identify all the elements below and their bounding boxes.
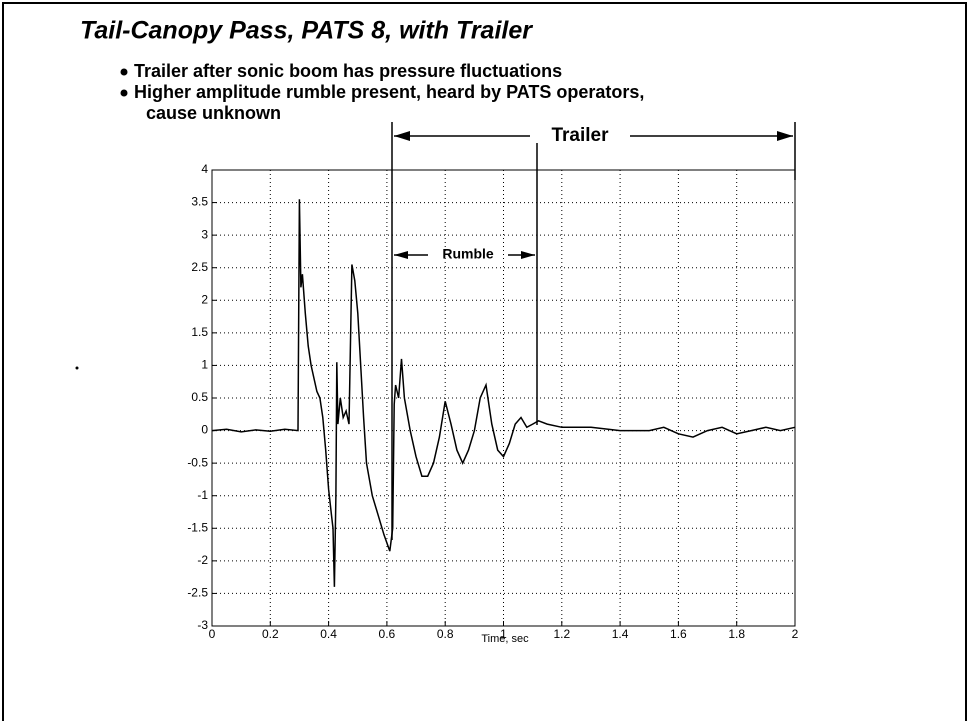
- y-tick-label: 3.5: [191, 195, 208, 209]
- x-tick-label: 0.6: [379, 627, 396, 641]
- speck: [75, 366, 79, 370]
- y-tick-label: -1.5: [187, 520, 208, 534]
- y-tick-label: 4: [201, 162, 208, 176]
- slide-title: Tail-Canopy Pass, PATS 8, with Trailer: [80, 17, 533, 45]
- x-axis-label: Time, sec: [481, 633, 529, 645]
- bullet-text: cause unknown: [146, 103, 281, 123]
- trailer-label: Trailer: [551, 125, 609, 146]
- signal-line: [211, 199, 796, 587]
- x-tick-label: 0.4: [320, 627, 337, 641]
- arrow-head: [394, 131, 410, 141]
- bullet-dot: [120, 89, 128, 97]
- y-tick-label: 1.5: [191, 325, 208, 339]
- x-tick-label: 1.2: [553, 627, 570, 641]
- x-tick-label: 0.2: [262, 627, 279, 641]
- bullet-text: Trailer after sonic boom has pressure fl…: [134, 61, 562, 81]
- y-tick-label: -0.5: [187, 455, 208, 469]
- y-tick-label: -2.5: [187, 586, 208, 600]
- y-tick-label: 0: [201, 423, 208, 437]
- x-tick-label: 1.4: [612, 627, 629, 641]
- y-tick-label: 2.5: [191, 260, 208, 274]
- y-tick-label: 0.5: [191, 390, 208, 404]
- bullet-text: Higher amplitude rumble present, heard b…: [134, 82, 644, 102]
- y-tick-label: -1: [197, 488, 208, 502]
- x-tick-label: 0.8: [437, 627, 454, 641]
- arrow-head: [394, 251, 408, 259]
- rumble-label: Rumble: [442, 246, 494, 262]
- x-tick-label: 2: [792, 627, 799, 641]
- x-tick-label: 1.6: [670, 627, 687, 641]
- bullet-dot: [120, 68, 128, 76]
- y-tick-label: 1: [201, 358, 208, 372]
- y-tick-label: -2: [197, 553, 208, 567]
- y-tick-label: -3: [197, 618, 208, 632]
- plot-frame: [211, 169, 796, 627]
- x-tick-label: 1: [500, 627, 507, 641]
- x-tick-label: 0: [209, 627, 216, 641]
- y-tick-label: 2: [201, 292, 208, 306]
- arrow-head: [777, 131, 793, 141]
- y-tick-label: 3: [201, 227, 208, 241]
- x-tick-label: 1.8: [728, 627, 745, 641]
- arrow-head: [521, 251, 535, 259]
